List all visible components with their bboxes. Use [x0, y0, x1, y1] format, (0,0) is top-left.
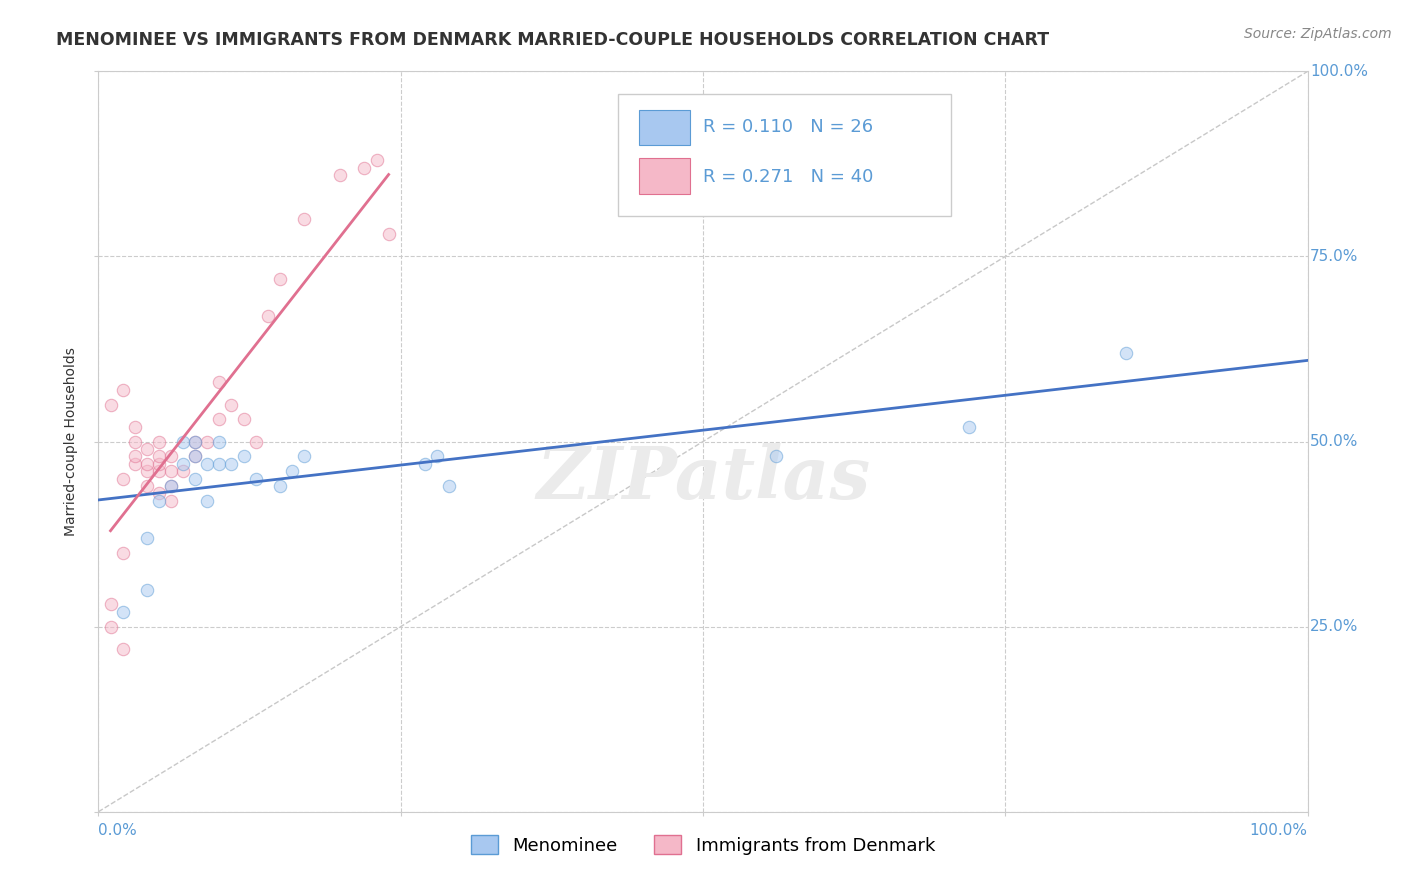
- Point: [195, 434, 218, 449]
- Text: 50.0%: 50.0%: [1310, 434, 1358, 449]
- Point: [135, 457, 157, 471]
- FancyBboxPatch shape: [638, 158, 690, 194]
- Point: [232, 450, 254, 464]
- Point: [195, 457, 218, 471]
- Text: 75.0%: 75.0%: [1310, 249, 1358, 264]
- Point: [269, 271, 291, 285]
- Point: [160, 493, 183, 508]
- Point: [148, 450, 170, 464]
- Point: [232, 412, 254, 426]
- Point: [124, 457, 146, 471]
- Point: [245, 471, 267, 485]
- Point: [111, 641, 134, 656]
- Point: [245, 434, 267, 449]
- Point: [329, 168, 352, 182]
- Point: [353, 161, 375, 175]
- Point: [184, 434, 207, 449]
- Text: MENOMINEE VS IMMIGRANTS FROM DENMARK MARRIED-COUPLE HOUSEHOLDS CORRELATION CHART: MENOMINEE VS IMMIGRANTS FROM DENMARK MAR…: [56, 31, 1049, 49]
- Point: [111, 546, 134, 560]
- Text: Source: ZipAtlas.com: Source: ZipAtlas.com: [1244, 27, 1392, 41]
- Point: [281, 464, 304, 478]
- Point: [111, 605, 134, 619]
- Point: [160, 464, 183, 478]
- Text: 100.0%: 100.0%: [1250, 822, 1308, 838]
- Point: [221, 457, 243, 471]
- FancyBboxPatch shape: [619, 94, 950, 216]
- Point: [172, 434, 194, 449]
- Point: [100, 619, 122, 633]
- Point: [184, 450, 207, 464]
- Point: [437, 479, 460, 493]
- Text: ZIPatlas: ZIPatlas: [536, 443, 870, 514]
- Point: [426, 450, 449, 464]
- Point: [148, 457, 170, 471]
- Point: [256, 309, 278, 323]
- Point: [124, 419, 146, 434]
- Text: 100.0%: 100.0%: [1310, 64, 1368, 78]
- Point: [135, 582, 157, 597]
- Point: [148, 486, 170, 500]
- Point: [111, 383, 134, 397]
- Point: [148, 464, 170, 478]
- Point: [765, 450, 787, 464]
- Point: [957, 419, 980, 434]
- Point: [160, 479, 183, 493]
- Point: [184, 471, 207, 485]
- Point: [269, 479, 291, 493]
- Point: [184, 450, 207, 464]
- Point: [160, 479, 183, 493]
- Point: [135, 464, 157, 478]
- Point: [135, 479, 157, 493]
- Text: 0.0%: 0.0%: [98, 822, 138, 838]
- Point: [172, 464, 194, 478]
- Point: [208, 376, 231, 390]
- Point: [160, 450, 183, 464]
- Point: [292, 212, 315, 227]
- FancyBboxPatch shape: [638, 110, 690, 145]
- Point: [148, 434, 170, 449]
- Point: [413, 457, 436, 471]
- Point: [172, 457, 194, 471]
- Y-axis label: Married-couple Households: Married-couple Households: [65, 347, 79, 536]
- Point: [135, 442, 157, 456]
- Text: 25.0%: 25.0%: [1310, 619, 1358, 634]
- Point: [377, 227, 399, 242]
- Point: [111, 471, 134, 485]
- Point: [148, 493, 170, 508]
- Point: [195, 493, 218, 508]
- Text: R = 0.271   N = 40: R = 0.271 N = 40: [703, 169, 873, 186]
- Point: [1115, 345, 1137, 359]
- Point: [184, 434, 207, 449]
- Text: R = 0.110   N = 26: R = 0.110 N = 26: [703, 118, 873, 136]
- Point: [221, 398, 243, 412]
- Point: [208, 434, 231, 449]
- Point: [208, 457, 231, 471]
- Point: [292, 450, 315, 464]
- Point: [100, 398, 122, 412]
- Legend: Menominee, Immigrants from Denmark: Menominee, Immigrants from Denmark: [471, 835, 935, 855]
- Point: [124, 434, 146, 449]
- Point: [124, 450, 146, 464]
- Point: [366, 153, 388, 168]
- Point: [100, 598, 122, 612]
- Point: [135, 531, 157, 545]
- Point: [208, 412, 231, 426]
